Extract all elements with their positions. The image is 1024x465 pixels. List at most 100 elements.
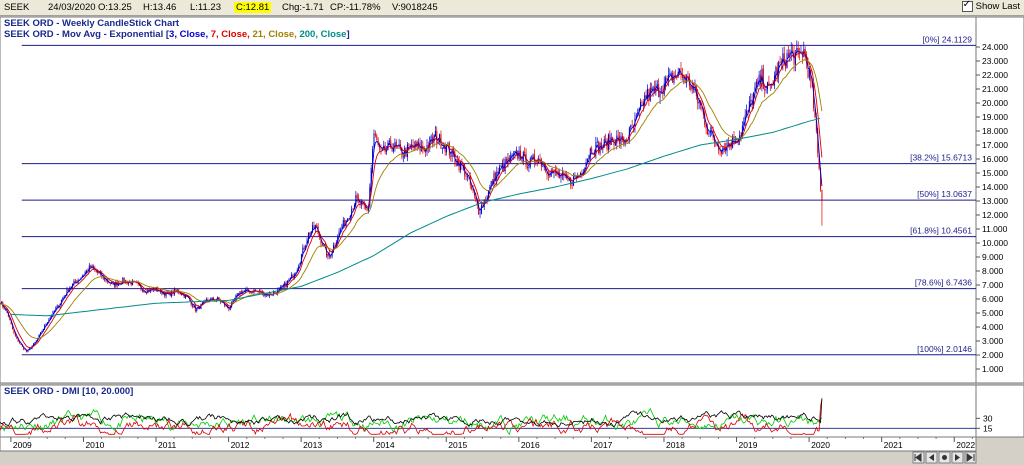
candle-body: [3, 307, 5, 310]
price-tick-label: 16.000: [982, 154, 1008, 164]
price-tick-label: 14.000: [982, 182, 1008, 192]
nav-zoom-icon: [942, 455, 947, 460]
candle-body: [67, 288, 69, 292]
candle-body: [560, 175, 562, 178]
dmi-tick-label: 15: [983, 423, 993, 433]
candle-body: [303, 247, 305, 250]
candle-body: [437, 141, 439, 144]
candle-body: [718, 145, 720, 151]
candle-body: [522, 151, 524, 162]
candle-body: [319, 233, 321, 238]
ema-200-line: [10, 117, 821, 317]
candle-body: [497, 171, 499, 174]
candle-body: [820, 168, 822, 190]
candle-body: [395, 141, 397, 146]
candle-body: [351, 208, 353, 216]
candle-body: [624, 140, 626, 145]
candle-body: [744, 115, 746, 123]
candle-body: [598, 141, 600, 154]
candle-body: [542, 166, 544, 167]
candle-body: [605, 139, 607, 140]
candle-body: [14, 333, 16, 337]
candle-body: [175, 289, 177, 291]
candle-body: [641, 101, 643, 103]
candle-body: [21, 344, 23, 347]
candle-body: [228, 308, 230, 310]
ma-legend-ema7: 7, Close,: [211, 29, 253, 40]
date-tick-label: 2010: [85, 440, 104, 450]
price-tick-label: 21.000: [982, 84, 1008, 94]
chart-title: SEEK ORD - Weekly CandleStick Chart: [4, 18, 180, 29]
candle-body: [39, 332, 41, 335]
candle-body: [5, 309, 7, 311]
candle-body: [60, 300, 62, 304]
candle-body: [610, 137, 612, 145]
candle-body: [13, 329, 15, 334]
candle-body: [46, 322, 48, 325]
nav-next-button[interactable]: [951, 451, 964, 464]
ticker-close: C:12.81: [234, 2, 272, 13]
candle-body: [10, 319, 12, 325]
candle-body: [521, 159, 523, 162]
candle-body: [218, 297, 220, 300]
nav-zoom-button[interactable]: [938, 451, 951, 464]
candle-body: [391, 148, 393, 152]
adx-line: [0, 398, 823, 428]
price-tick-label: 5.000: [982, 308, 1004, 318]
price-tick-label: 2.000: [982, 350, 1004, 360]
candle-body: [589, 148, 591, 158]
candle-body: [796, 47, 798, 53]
candle-body: [386, 149, 388, 152]
ticker-info-bar: SEEK 24/03/2020 O:13.25 H:13.46 L:11.23 …: [0, 0, 1024, 16]
candle-body: [466, 175, 468, 177]
candle-body: [338, 231, 340, 238]
candle-body: [409, 145, 411, 147]
candle-body: [288, 280, 290, 281]
candle-body: [274, 291, 276, 293]
candle-body: [264, 294, 266, 296]
show-last-checkbox[interactable]: [961, 0, 973, 12]
chart-area[interactable]: [0%] 24.1129 [38.2%] 15.6713 [50%] 13.0637…: [0, 16, 1024, 465]
candle-body: [451, 148, 453, 157]
candle-body: [434, 131, 436, 136]
candle-body: [341, 227, 343, 230]
candle-body: [666, 77, 668, 81]
show-last-toggle[interactable]: Show Last: [961, 0, 1020, 12]
candle-body: [436, 131, 438, 144]
candle-body: [596, 141, 598, 143]
candle-body: [279, 287, 281, 289]
date-tick-label: 2009: [13, 440, 32, 450]
candle-body: [44, 324, 46, 329]
candle-body: [705, 124, 707, 129]
candle-body: [247, 288, 249, 292]
candle-body: [201, 302, 203, 304]
candle-body: [393, 148, 395, 152]
candle-body: [90, 265, 92, 268]
candle-body: [360, 201, 362, 205]
candle-body: [571, 185, 573, 187]
candle-body: [457, 160, 459, 166]
candle-body: [607, 134, 609, 150]
price-axis: [975, 16, 1024, 384]
candle-body: [26, 349, 28, 352]
candle-body: [225, 305, 227, 307]
candle-body: [62, 298, 64, 301]
candle-body: [494, 172, 496, 182]
candle-body: [797, 47, 799, 52]
candle-body: [38, 334, 40, 339]
candle-body: [461, 161, 463, 167]
nav-first-icon: [914, 453, 922, 462]
candle-body: [236, 293, 238, 296]
price-tick-label: 23.000: [982, 56, 1008, 66]
candle-body: [760, 74, 762, 85]
candle-body: [751, 100, 753, 106]
candle-body: [328, 253, 330, 257]
nav-prev-button[interactable]: [925, 451, 938, 464]
candle-body: [765, 89, 767, 91]
candle-body: [12, 324, 14, 330]
nav-first-button[interactable]: [912, 451, 925, 464]
candle-body: [56, 305, 58, 309]
date-tick-label: 2014: [376, 440, 395, 450]
candle-body: [158, 291, 160, 293]
nav-last-button[interactable]: [964, 451, 977, 464]
